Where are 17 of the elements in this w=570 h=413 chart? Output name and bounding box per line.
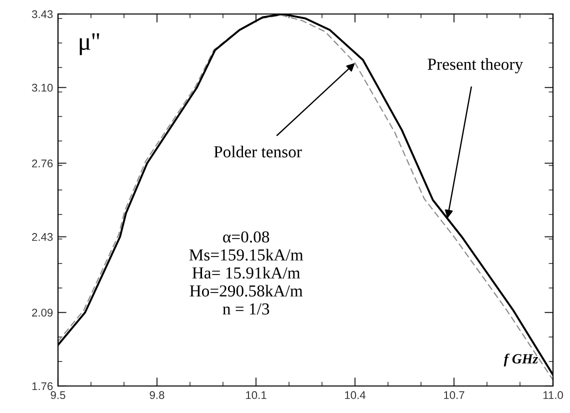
x-tick-label: 9.5: [50, 391, 66, 400]
y-tick-label: 2.43: [32, 233, 53, 241]
annotation: Present theory: [428, 58, 524, 74]
x-tick-label: 9.8: [150, 391, 164, 400]
x-tick-label: 11.0: [543, 391, 563, 400]
x-tick-label: 10.4: [345, 391, 366, 400]
y-tick-label: 2.09: [32, 308, 53, 317]
y-tick-label: 1.76: [32, 382, 53, 390]
x-axis-title: f GHz: [504, 354, 538, 366]
y-tick-label: 3.10: [32, 84, 53, 92]
y-tick-label: 2.76: [32, 160, 53, 168]
annotation: α=0.08 Ms=159.15kA/m Ha= 15.91kA/m Ho=290.58kA/m n = 1/3: [189, 231, 304, 315]
annotation: Polder tensor: [214, 146, 302, 158]
x-tick-label: 10.7: [444, 391, 464, 400]
y-axis-title: μ'': [80, 33, 100, 56]
y-tick-label: 3.43: [32, 10, 53, 18]
x-tick-label: 10.1: [246, 391, 266, 400]
